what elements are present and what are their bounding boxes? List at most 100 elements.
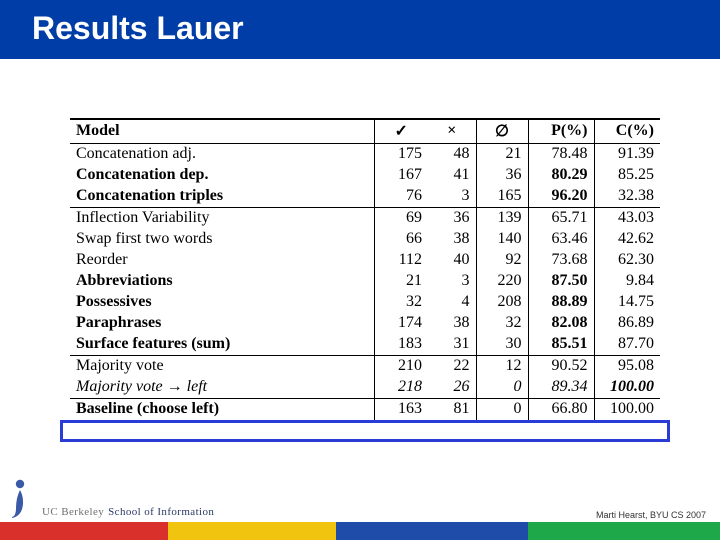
cell-empty: 139 bbox=[476, 208, 528, 230]
cell-cross: 41 bbox=[428, 165, 476, 186]
table-header-row: Model ✓ × ∅ P(%) C(%) bbox=[70, 119, 660, 144]
cell-p: 88.89 bbox=[528, 292, 594, 313]
cell-p: 63.46 bbox=[528, 229, 594, 250]
table-row: Concatenation adj.175482178.4891.39 bbox=[70, 144, 660, 166]
cell-empty: 208 bbox=[476, 292, 528, 313]
col-check: ✓ bbox=[374, 119, 428, 144]
cell-check: 167 bbox=[374, 165, 428, 186]
cell-model: Majority vote → left bbox=[70, 377, 374, 399]
ischool-icon bbox=[6, 478, 34, 518]
cell-cross: 3 bbox=[428, 271, 476, 292]
cell-cross: 40 bbox=[428, 250, 476, 271]
stripe-yellow bbox=[168, 522, 336, 540]
table-row: Swap first two words663814063.4642.62 bbox=[70, 229, 660, 250]
cell-c: 14.75 bbox=[594, 292, 660, 313]
cell-check: 218 bbox=[374, 377, 428, 399]
cell-cross: 38 bbox=[428, 229, 476, 250]
cell-empty: 12 bbox=[476, 356, 528, 378]
cell-model: Concatenation adj. bbox=[70, 144, 374, 166]
cell-check: 32 bbox=[374, 292, 428, 313]
cell-check: 183 bbox=[374, 334, 428, 356]
table-row: Possessives32420888.8914.75 bbox=[70, 292, 660, 313]
cell-p: 80.29 bbox=[528, 165, 594, 186]
footer-stripe bbox=[0, 522, 720, 540]
table-row: Inflection Variability693613965.7143.03 bbox=[70, 208, 660, 230]
cell-c: 91.39 bbox=[594, 144, 660, 166]
slide-title: Results Lauer bbox=[32, 10, 720, 47]
cell-empty: 0 bbox=[476, 377, 528, 399]
cell-cross: 36 bbox=[428, 208, 476, 230]
cell-empty: 32 bbox=[476, 313, 528, 334]
cell-cross: 4 bbox=[428, 292, 476, 313]
table-row: Surface features (sum)183313085.5187.70 bbox=[70, 334, 660, 356]
cell-cross: 31 bbox=[428, 334, 476, 356]
cell-model: Baseline (choose left) bbox=[70, 399, 374, 422]
cell-cross: 38 bbox=[428, 313, 476, 334]
cell-check: 21 bbox=[374, 271, 428, 292]
cell-c: 43.03 bbox=[594, 208, 660, 230]
cell-check: 76 bbox=[374, 186, 428, 208]
cell-p: 87.50 bbox=[528, 271, 594, 292]
cell-cross: 3 bbox=[428, 186, 476, 208]
cell-empty: 30 bbox=[476, 334, 528, 356]
cell-check: 66 bbox=[374, 229, 428, 250]
cell-c: 32.38 bbox=[594, 186, 660, 208]
cell-c: 87.70 bbox=[594, 334, 660, 356]
highlight-box bbox=[60, 420, 670, 442]
cell-model: Concatenation dep. bbox=[70, 165, 374, 186]
col-cross: × bbox=[428, 119, 476, 144]
cell-p: 96.20 bbox=[528, 186, 594, 208]
cell-model: Abbreviations bbox=[70, 271, 374, 292]
title-band: Results Lauer bbox=[0, 0, 720, 59]
credit-text: Marti Hearst, BYU CS 2007 bbox=[596, 510, 706, 520]
cell-p: 73.68 bbox=[528, 250, 594, 271]
cell-model: Majority vote bbox=[70, 356, 374, 378]
cell-c: 62.30 bbox=[594, 250, 660, 271]
school-logo: UC Berkeley School of Information bbox=[6, 476, 346, 518]
cell-model: Reorder bbox=[70, 250, 374, 271]
table-row: Concatenation dep.167413680.2985.25 bbox=[70, 165, 660, 186]
cell-p: 78.48 bbox=[528, 144, 594, 166]
stripe-blue bbox=[336, 522, 528, 540]
table-row: Paraphrases174383282.0886.89 bbox=[70, 313, 660, 334]
cell-check: 175 bbox=[374, 144, 428, 166]
cell-p: 85.51 bbox=[528, 334, 594, 356]
cell-empty: 0 bbox=[476, 399, 528, 422]
cell-p: 65.71 bbox=[528, 208, 594, 230]
stripe-red bbox=[0, 522, 168, 540]
cell-c: 95.08 bbox=[594, 356, 660, 378]
cell-c: 86.89 bbox=[594, 313, 660, 334]
cell-model: Surface features (sum) bbox=[70, 334, 374, 356]
col-p: P(%) bbox=[528, 119, 594, 144]
cell-model: Paraphrases bbox=[70, 313, 374, 334]
cell-check: 210 bbox=[374, 356, 428, 378]
cell-model: Concatenation triples bbox=[70, 186, 374, 208]
cell-model: Swap first two words bbox=[70, 229, 374, 250]
results-table-container: Model ✓ × ∅ P(%) C(%) Concatenation adj.… bbox=[70, 118, 660, 422]
cell-empty: 36 bbox=[476, 165, 528, 186]
cell-empty: 220 bbox=[476, 271, 528, 292]
cell-model: Possessives bbox=[70, 292, 374, 313]
cell-check: 174 bbox=[374, 313, 428, 334]
cell-check: 69 bbox=[374, 208, 428, 230]
cell-check: 163 bbox=[374, 399, 428, 422]
cell-check: 112 bbox=[374, 250, 428, 271]
cell-p: 90.52 bbox=[528, 356, 594, 378]
col-empty: ∅ bbox=[476, 119, 528, 144]
cell-p: 89.34 bbox=[528, 377, 594, 399]
stripe-green bbox=[528, 522, 720, 540]
cell-empty: 92 bbox=[476, 250, 528, 271]
school-prefix: UC Berkeley bbox=[42, 506, 104, 518]
table-row: Majority vote → left21826089.34100.00 bbox=[70, 377, 660, 399]
cell-c: 42.62 bbox=[594, 229, 660, 250]
cell-model: Inflection Variability bbox=[70, 208, 374, 230]
cell-empty: 21 bbox=[476, 144, 528, 166]
cell-c: 100.00 bbox=[594, 377, 660, 399]
cell-empty: 140 bbox=[476, 229, 528, 250]
cell-cross: 22 bbox=[428, 356, 476, 378]
table-row: Baseline (choose left)16381066.80100.00 bbox=[70, 399, 660, 422]
school-name: School of Information bbox=[108, 506, 214, 518]
table-row: Abbreviations21322087.509.84 bbox=[70, 271, 660, 292]
col-c: C(%) bbox=[594, 119, 660, 144]
col-model: Model bbox=[70, 119, 374, 144]
